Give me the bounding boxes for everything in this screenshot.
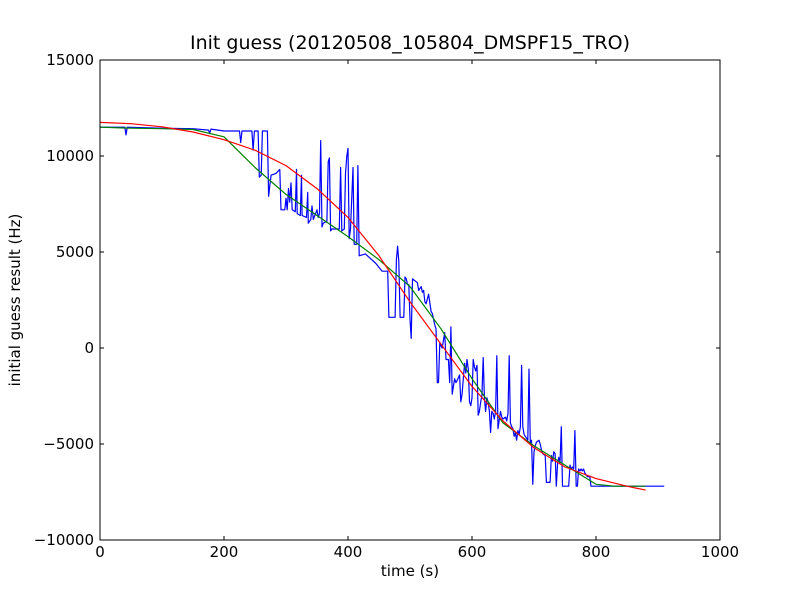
x-tick-label: 600 bbox=[458, 543, 487, 561]
series-line-0 bbox=[100, 126, 665, 487]
chart-title: Init guess (20120508_105804_DMSPF15_TRO) bbox=[190, 32, 630, 54]
x-tick-label: 1000 bbox=[701, 543, 739, 561]
plot-area: 0 200 400 600 800 1000 −10000 −5000 0 5000 10000 15… bbox=[34, 51, 739, 561]
y-axis-label: initial guess result (Hz) bbox=[6, 214, 24, 387]
y-tick-label: 10000 bbox=[46, 147, 94, 165]
y-tick-label: 5000 bbox=[56, 243, 94, 261]
x-tick-label: 200 bbox=[210, 543, 239, 561]
axes-frame bbox=[99, 59, 721, 541]
x-tick-label: 800 bbox=[582, 543, 611, 561]
series-line-1 bbox=[99, 126, 646, 487]
x-axis-label: time (s) bbox=[381, 562, 439, 580]
y-tick-label: 0 bbox=[84, 339, 94, 357]
y-tick-label: −5000 bbox=[43, 435, 94, 453]
x-tick-label: 400 bbox=[334, 543, 363, 561]
series-line-2 bbox=[99, 121, 646, 491]
tick-layer: 0 200 400 600 800 1000 −10000 −5000 0 5000 10000 15… bbox=[34, 51, 739, 561]
y-tick-label: 15000 bbox=[46, 51, 94, 69]
y-tick-label: −10000 bbox=[34, 531, 94, 549]
series-layer bbox=[99, 121, 665, 491]
x-tick-label: 0 bbox=[95, 543, 105, 561]
